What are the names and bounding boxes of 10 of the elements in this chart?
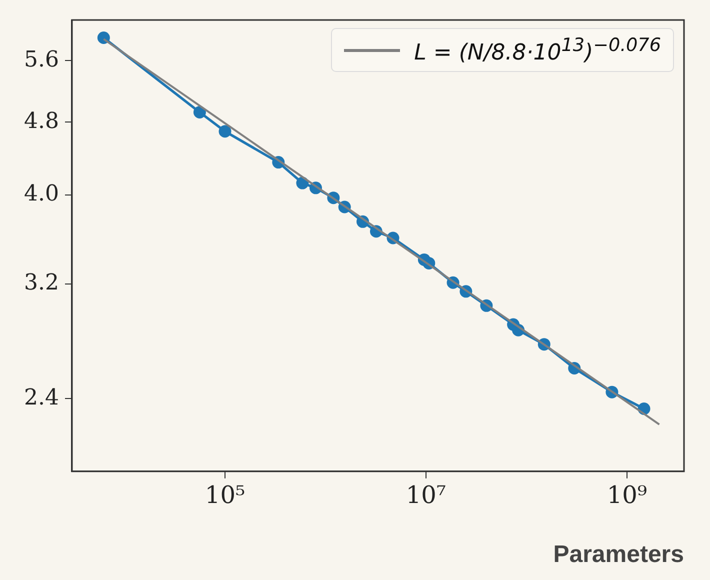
y-tick-label: 2.4 [24, 385, 59, 410]
y-tick-label: 3.2 [24, 270, 59, 296]
legend-label: L = (N/8.8·10$^{13}$)$^{−0.076}$ [414, 35, 661, 66]
y-tick-label: 4.0 [24, 182, 59, 207]
y-tick-label: 5.6 [24, 47, 59, 72]
x-tick-label: 10⁵ [204, 481, 246, 510]
x-tick-label: 10⁷ [406, 481, 446, 510]
x-axis-title: Parameters [553, 541, 684, 568]
y-tick-label: 4.8 [24, 108, 59, 134]
x-tick-label: 10⁹ [606, 481, 648, 510]
